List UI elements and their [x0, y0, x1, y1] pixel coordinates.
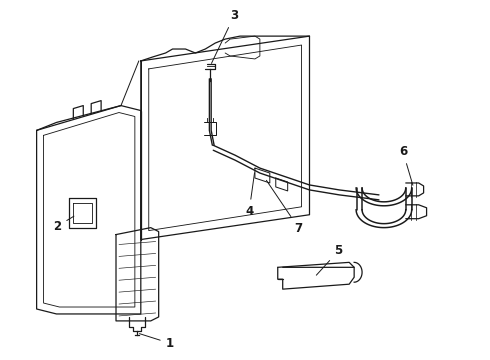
Text: 2: 2: [53, 216, 74, 233]
Text: 5: 5: [317, 244, 343, 275]
Text: 4: 4: [245, 173, 254, 218]
Text: 3: 3: [212, 9, 238, 63]
Text: 6: 6: [399, 145, 413, 185]
Text: 7: 7: [267, 180, 303, 235]
Text: 1: 1: [140, 334, 174, 350]
